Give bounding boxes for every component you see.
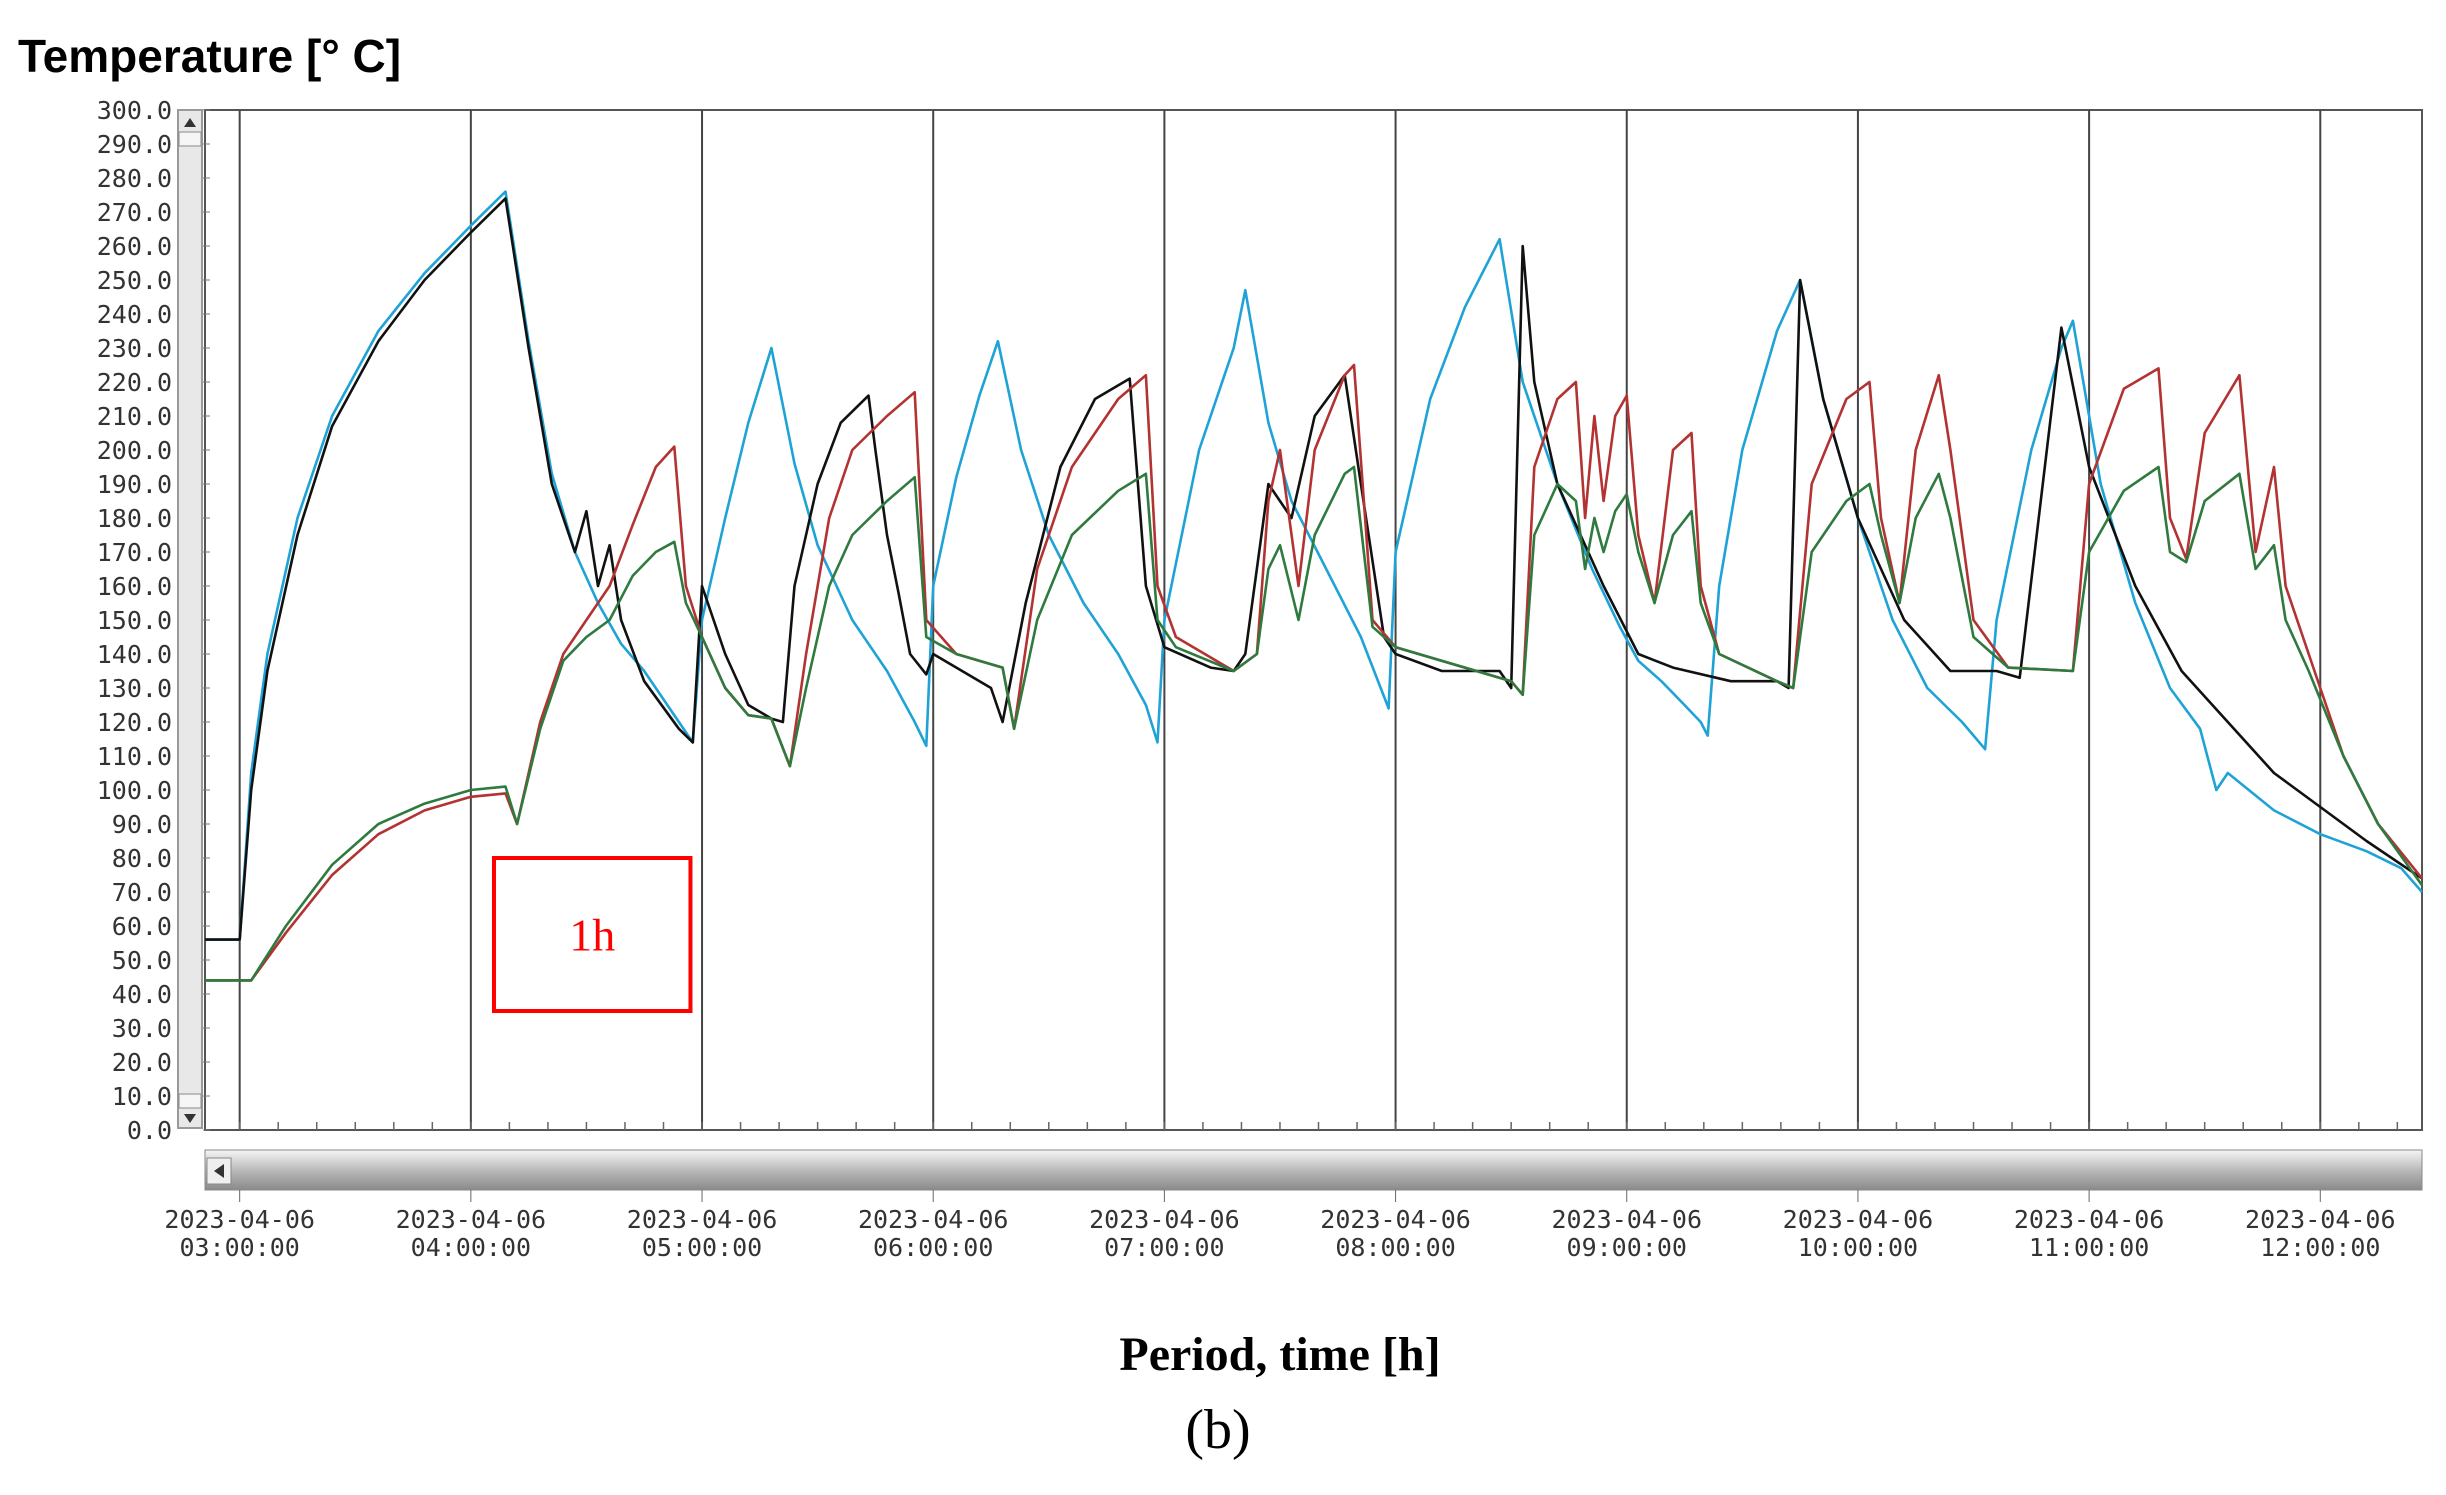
y-tick-label: 80.0	[112, 844, 172, 873]
x-tick-time: 12:00:00	[2260, 1233, 2380, 1262]
panel-label: (b)	[1185, 1399, 1250, 1461]
x-tick-time: 06:00:00	[873, 1233, 993, 1262]
series-line-heater-cyan	[205, 190, 2423, 941]
x-scrollbar-track[interactable]	[204, 1149, 2423, 1191]
y-tick-label: 10.0	[112, 1082, 172, 1111]
y-tick-label: 200.0	[97, 436, 172, 465]
scroll-up-icon[interactable]	[184, 118, 196, 127]
x-tick-date: 2023-04-06	[1783, 1205, 1934, 1234]
x-axis-labels: 2023-04-0603:00:002023-04-0604:00:002023…	[164, 1190, 2396, 1262]
x-tick-date: 2023-04-06	[396, 1205, 547, 1234]
y-tick-label: 190.0	[97, 470, 172, 499]
x-tick-time: 11:00:00	[2029, 1233, 2149, 1262]
x-tick-time: 04:00:00	[411, 1233, 531, 1262]
y-scrollbar-thumb-top[interactable]	[178, 131, 202, 147]
x-tick-date: 2023-04-06	[1089, 1205, 1240, 1234]
x-tick-time: 10:00:00	[1798, 1233, 1918, 1262]
y-tick-label: 140.0	[97, 640, 172, 669]
y-tick-label: 0.0	[127, 1116, 172, 1145]
y-tick-label: 20.0	[112, 1048, 172, 1077]
x-axis-label: Period, time [h]	[1119, 1328, 1440, 1381]
y-tick-label: 300.0	[97, 96, 172, 125]
y-tick-label: 50.0	[112, 946, 172, 975]
y-tick-label: 40.0	[112, 980, 172, 1009]
y-tick-label: 270.0	[97, 198, 172, 227]
series-line-outlet-green	[205, 465, 2424, 982]
x-tick-date: 2023-04-06	[2245, 1205, 2396, 1234]
y-tick-label: 230.0	[97, 334, 172, 363]
y-tick-label: 210.0	[97, 402, 172, 431]
y-tick-label: 150.0	[97, 606, 172, 635]
x-tick-date: 2023-04-06	[1551, 1205, 1702, 1234]
y-tick-label: 100.0	[97, 776, 172, 805]
annotation-box	[491, 856, 693, 1013]
x-tick-time: 03:00:00	[179, 1233, 299, 1262]
x-scrollbar[interactable]	[204, 1149, 2423, 1191]
y-tick-label: 120.0	[97, 708, 172, 737]
y-tick-label: 180.0	[97, 504, 172, 533]
chart-title: Temperature [° C]	[18, 30, 401, 82]
x-tick-date: 2023-04-06	[627, 1205, 778, 1234]
x-minor-ticks	[238, 1122, 2399, 1130]
series-line-heater-black	[205, 197, 2423, 941]
x-tick-date: 2023-04-06	[858, 1205, 1009, 1234]
scroll-left-icon[interactable]	[214, 1164, 224, 1178]
x-tick-date: 2023-04-06	[164, 1205, 315, 1234]
y-tick-label: 160.0	[97, 572, 172, 601]
y-tick-label: 220.0	[97, 368, 172, 397]
y-tick-label: 280.0	[97, 164, 172, 193]
x-tick-time: 07:00:00	[1104, 1233, 1224, 1262]
y-tick-label: 110.0	[97, 742, 172, 771]
y-axis: 0.0 10.0 20.0 30.0 40.0 50.0 60.0 70.0 80.0 90.0 1…	[97, 96, 210, 1145]
x-tick-date: 2023-04-06	[2014, 1205, 2165, 1234]
scroll-down-icon[interactable]	[184, 1114, 196, 1123]
y-tick-label: 260.0	[97, 232, 172, 261]
y-scrollbar[interactable]	[177, 109, 203, 1129]
y-tick-label: 240.0	[97, 300, 172, 329]
y-tick-label: 290.0	[97, 130, 172, 159]
x-tick-time: 05:00:00	[642, 1233, 762, 1262]
y-tick-label: 90.0	[112, 810, 172, 839]
x-tick-date: 2023-04-06	[1320, 1205, 1471, 1234]
y-tick-label: 30.0	[112, 1014, 172, 1043]
x-tick-time: 09:00:00	[1567, 1233, 1687, 1262]
y-tick-label: 250.0	[97, 266, 172, 295]
series-layer	[205, 190, 2424, 982]
annotation-label: 1h	[569, 910, 615, 961]
y-tick-label: 130.0	[97, 674, 172, 703]
x-tick-time: 08:00:00	[1335, 1233, 1455, 1262]
y-scrollbar-track[interactable]	[177, 109, 203, 1129]
y-tick-label: 170.0	[97, 538, 172, 567]
duration-annotation: 1h	[491, 856, 693, 1013]
y-scrollbar-thumb-bottom[interactable]	[178, 1093, 202, 1109]
y-tick-label: 70.0	[112, 878, 172, 907]
y-tick-label: 60.0	[112, 912, 172, 941]
